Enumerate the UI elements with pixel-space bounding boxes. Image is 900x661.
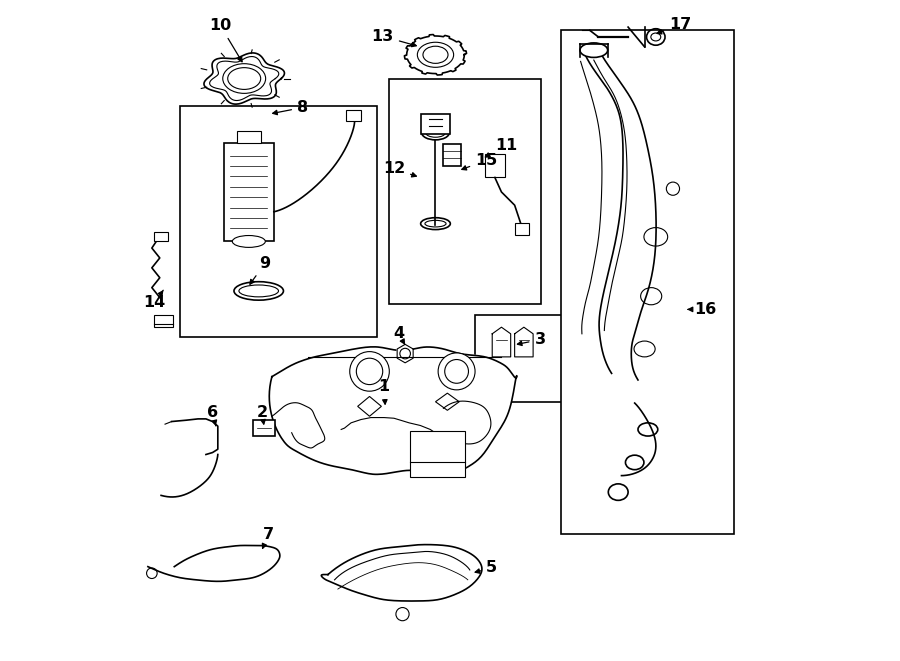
Circle shape (438, 353, 475, 390)
Text: 8: 8 (273, 100, 308, 115)
Bar (390, 79, 541, 304)
Text: 16: 16 (688, 302, 716, 317)
Bar (485, 154, 505, 177)
Circle shape (666, 182, 680, 195)
Ellipse shape (421, 126, 449, 140)
Text: 11: 11 (485, 138, 518, 157)
Polygon shape (397, 344, 413, 363)
Bar (515, 223, 529, 235)
Bar (410, 431, 464, 477)
Bar (180, 106, 377, 337)
Ellipse shape (580, 43, 608, 58)
Bar (224, 143, 274, 241)
Polygon shape (492, 327, 510, 357)
Bar (444, 145, 461, 166)
Text: 4: 4 (393, 327, 405, 344)
Bar (561, 30, 734, 533)
Text: 15: 15 (462, 153, 498, 170)
Text: 17: 17 (657, 17, 691, 34)
Bar (155, 232, 167, 241)
Ellipse shape (232, 235, 266, 247)
Text: 10: 10 (210, 19, 242, 61)
Polygon shape (321, 545, 482, 601)
Bar (421, 114, 450, 134)
Bar (237, 131, 261, 143)
Text: 7: 7 (263, 527, 274, 549)
Bar (475, 315, 569, 402)
Bar (346, 110, 361, 121)
Bar (155, 315, 173, 327)
Text: 6: 6 (207, 405, 218, 426)
Text: 2: 2 (256, 405, 267, 424)
Text: 12: 12 (382, 161, 417, 177)
Text: 14: 14 (143, 290, 166, 310)
Text: 13: 13 (372, 29, 417, 47)
Bar (254, 420, 274, 436)
Circle shape (350, 352, 390, 391)
Text: 3: 3 (518, 332, 545, 347)
Text: 9: 9 (250, 256, 271, 284)
Polygon shape (515, 327, 533, 357)
Polygon shape (272, 347, 516, 475)
Text: 5: 5 (475, 561, 498, 576)
Ellipse shape (418, 42, 454, 67)
Text: 1: 1 (379, 379, 390, 404)
